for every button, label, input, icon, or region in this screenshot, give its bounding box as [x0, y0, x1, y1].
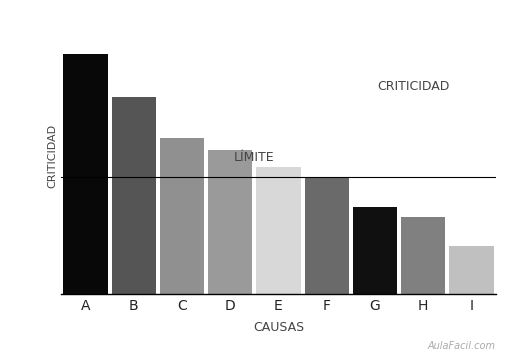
Text: LÍMITE: LÍMITE: [234, 151, 275, 164]
Y-axis label: CRITICIDAD: CRITICIDAD: [47, 124, 57, 188]
Bar: [160, 138, 204, 294]
Bar: [257, 166, 300, 294]
Bar: [208, 150, 252, 294]
Text: AulaFacil.com: AulaFacil.com: [428, 341, 496, 351]
Bar: [63, 54, 108, 294]
Bar: [449, 246, 494, 294]
Bar: [353, 207, 397, 294]
Bar: [111, 97, 156, 294]
Bar: [401, 217, 446, 294]
X-axis label: CAUSAS: CAUSAS: [253, 321, 304, 334]
Bar: [305, 177, 349, 294]
Text: CRITICIDAD: CRITICIDAD: [378, 80, 450, 93]
